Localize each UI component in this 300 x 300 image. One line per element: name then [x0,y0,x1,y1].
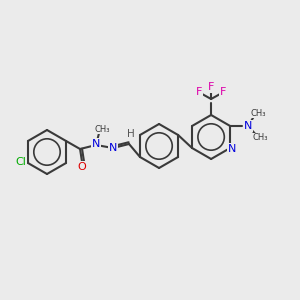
Text: Cl: Cl [16,157,26,167]
Text: CH₃: CH₃ [252,134,268,142]
Text: F: F [220,87,226,97]
Text: N: N [109,143,117,153]
Text: F: F [208,82,214,92]
Text: N: N [228,144,236,154]
Text: F: F [196,87,202,97]
Text: CH₃: CH₃ [250,109,266,118]
Text: H: H [127,129,135,139]
Text: N: N [244,121,252,131]
Text: O: O [78,162,86,172]
Text: CH₃: CH₃ [94,124,110,134]
Text: N: N [92,139,100,149]
